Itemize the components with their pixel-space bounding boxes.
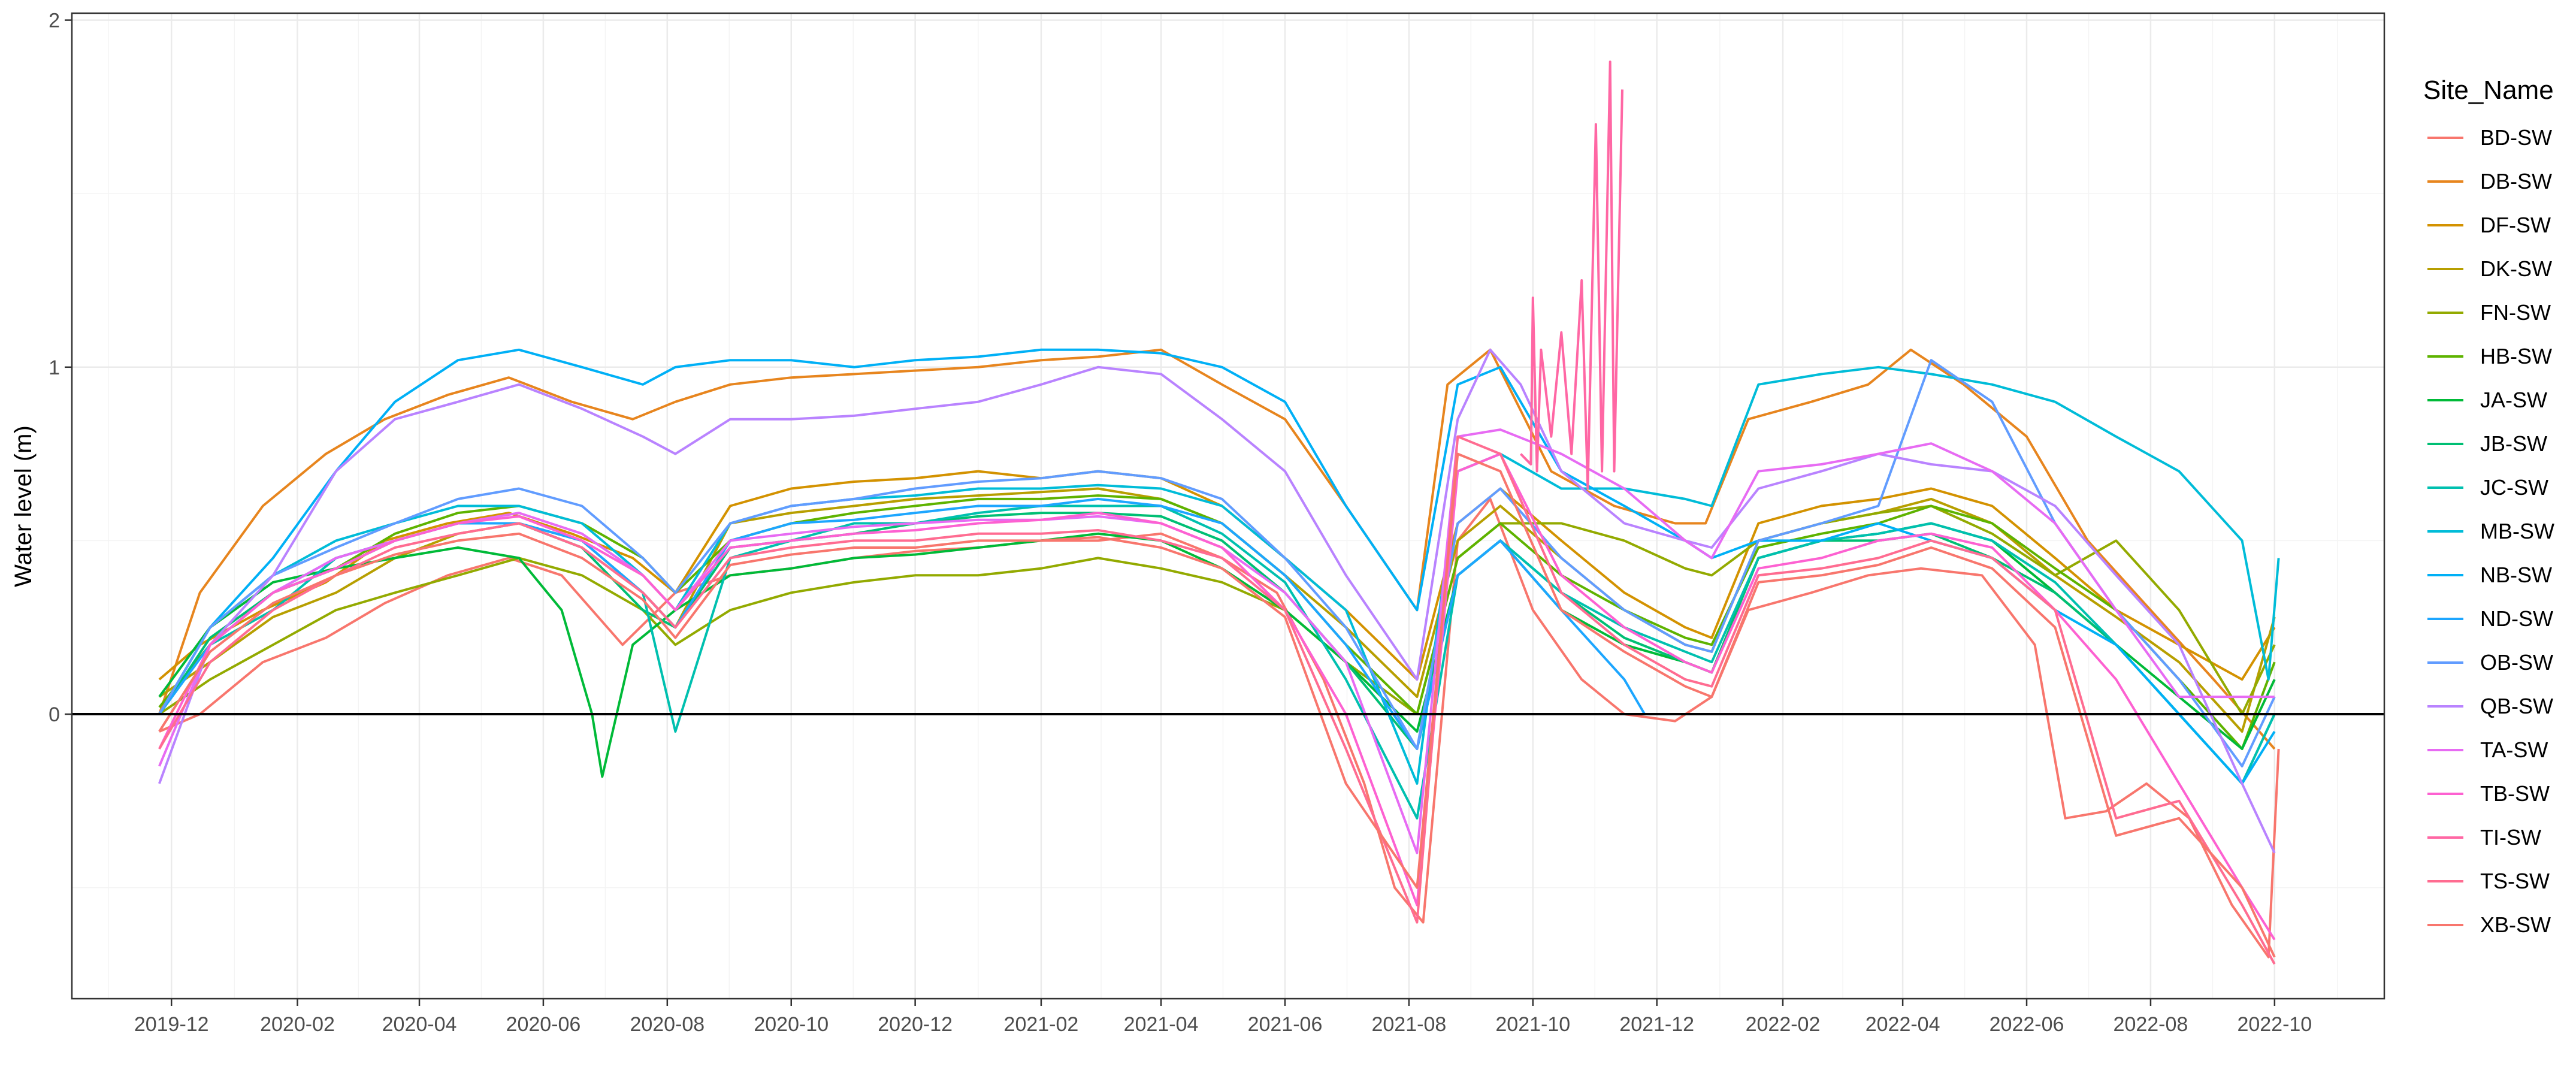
x-tick-label: 2022-02: [1746, 1013, 1821, 1036]
series-line-bd-sw: [159, 497, 2280, 959]
x-tick-label: 2020-06: [506, 1013, 581, 1036]
legend-item: NB-SW: [2427, 563, 2552, 587]
series-line-qb-sw: [158, 348, 2276, 854]
x-tick-label: 2021-02: [1004, 1013, 1079, 1036]
series-line-nb-sw: [158, 348, 2276, 785]
legend-label: DB-SW: [2480, 169, 2552, 194]
legend-item: JC-SW: [2427, 475, 2548, 500]
x-tick-label: 2020-04: [382, 1013, 457, 1036]
legend-item: ND-SW: [2427, 606, 2553, 631]
series-lines: [158, 61, 2280, 965]
legend-label: MB-SW: [2480, 519, 2554, 543]
legend-item: JA-SW: [2427, 388, 2547, 412]
x-tick-label: 2019-12: [134, 1013, 209, 1036]
legend-item: TI-SW: [2427, 825, 2541, 850]
series-line-fn-sw: [158, 504, 2276, 715]
legend-item: DB-SW: [2427, 169, 2552, 194]
legend-item: JB-SW: [2427, 431, 2547, 456]
legend-item: TB-SW: [2427, 781, 2550, 806]
legend-item: DF-SW: [2427, 213, 2551, 237]
legend-label: TA-SW: [2480, 738, 2548, 762]
legend-label: FN-SW: [2480, 300, 2551, 325]
x-tick-label: 2022-06: [1990, 1013, 2064, 1036]
legend-item: HB-SW: [2427, 344, 2552, 368]
x-tick-label: 2021-12: [1619, 1013, 1694, 1036]
series-line-ob-sw: [158, 359, 2276, 767]
legend-title: Site_Name: [2423, 75, 2554, 105]
series-line-tb-sw: [158, 452, 2276, 941]
legend: Site_Name BD-SW DB-SW DF-SW DK-SW FN-SW HB-SW…: [2423, 75, 2554, 937]
legend-label: DF-SW: [2480, 213, 2551, 237]
legend-label: TI-SW: [2480, 825, 2541, 850]
x-tick-label: 2021-06: [1248, 1013, 1323, 1036]
legend-label: QB-SW: [2480, 694, 2553, 718]
x-tick-label: 2020-02: [260, 1013, 335, 1036]
legend-label: HB-SW: [2480, 344, 2552, 368]
x-tick-label: 2020-08: [630, 1013, 705, 1036]
legend-item: XB-SW: [2427, 912, 2551, 937]
legend-item: TA-SW: [2427, 738, 2548, 762]
series-line-xb-sw: [158, 452, 2276, 958]
legend-label: NB-SW: [2480, 563, 2552, 587]
legend-label: TB-SW: [2480, 781, 2550, 806]
x-tick-label: 2021-10: [1495, 1013, 1570, 1036]
legend-item: DK-SW: [2427, 256, 2552, 281]
legend-label: DK-SW: [2480, 256, 2552, 281]
legend-label: JB-SW: [2480, 431, 2547, 456]
x-tick-label: 2022-08: [2114, 1013, 2188, 1036]
legend-label: ND-SW: [2480, 606, 2553, 631]
legend-label: XB-SW: [2480, 912, 2551, 937]
legend-label: JC-SW: [2480, 475, 2548, 500]
legend-item: MB-SW: [2427, 519, 2554, 543]
y-tick-label: 1: [49, 356, 60, 379]
series-line-ts-sw: [158, 435, 2276, 965]
x-tick-label: 2021-04: [1124, 1013, 1199, 1036]
legend-label: JA-SW: [2480, 388, 2547, 412]
y-tick-label: 0: [49, 703, 60, 726]
legend-label: OB-SW: [2480, 650, 2553, 675]
legend-item: TS-SW: [2427, 869, 2550, 893]
series-line-ti-sw: [1519, 61, 1623, 490]
series-line-db-sw: [158, 348, 2276, 750]
y-axis-title: Water level (m): [10, 425, 37, 587]
x-tick-label: 2022-04: [1866, 1013, 1940, 1036]
x-tick-label: 2021-08: [1371, 1013, 1446, 1036]
x-axis: 2019-12 2020-02 2020-04 2020-06 2020-08 2020-…: [134, 999, 2312, 1036]
legend-item: OB-SW: [2427, 650, 2553, 675]
x-tick-label: 2020-12: [878, 1013, 953, 1036]
series-line-ta-sw: [158, 428, 2275, 854]
legend-item: FN-SW: [2427, 300, 2551, 325]
x-tick-label: 2020-10: [754, 1013, 829, 1036]
panel-border: [71, 12, 2385, 1000]
y-tick-label: 2: [49, 10, 60, 32]
legend-item: QB-SW: [2427, 694, 2553, 718]
legend-label: BD-SW: [2480, 125, 2552, 150]
legend-label: TS-SW: [2480, 869, 2550, 893]
legend-item: BD-SW: [2427, 125, 2552, 150]
y-axis: 0 1 2: [49, 10, 72, 726]
x-tick-label: 2022-10: [2237, 1013, 2312, 1036]
